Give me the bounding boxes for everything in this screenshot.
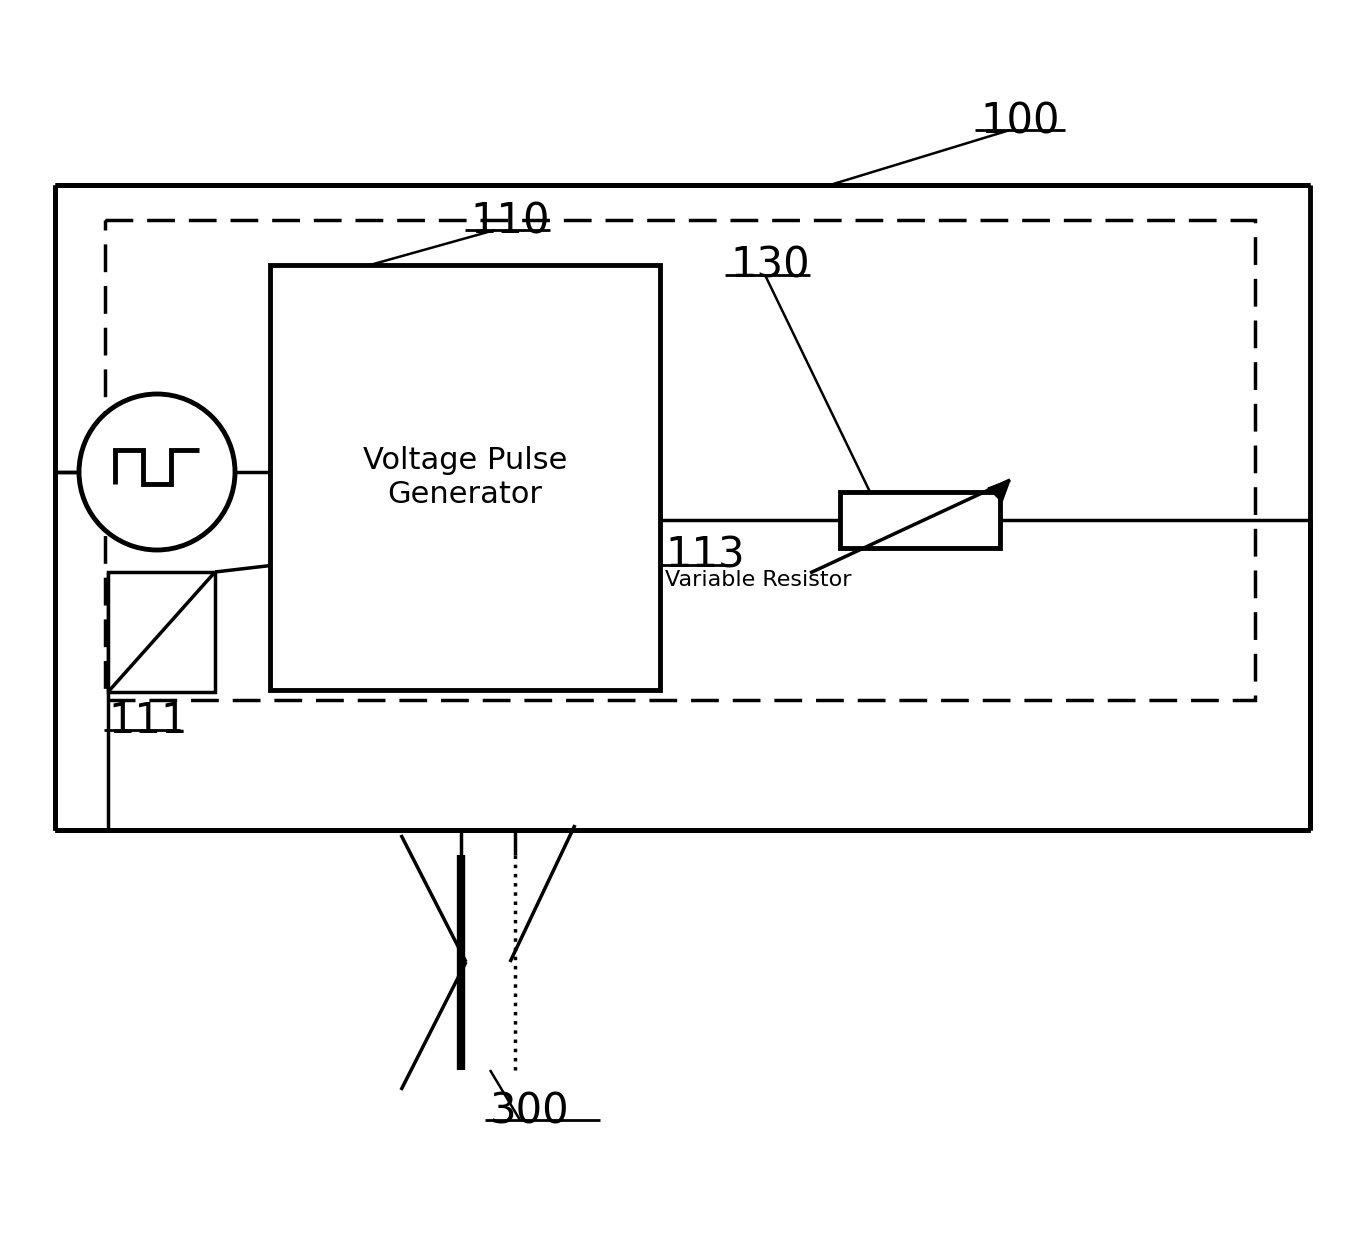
Bar	[840, 492, 1000, 548]
Polygon shape	[988, 480, 1010, 502]
Text: 300: 300	[491, 1090, 570, 1132]
Bar	[108, 572, 215, 691]
Text: 111: 111	[108, 700, 188, 743]
Text: 110: 110	[470, 200, 549, 242]
Text: 100: 100	[980, 100, 1059, 142]
Text: Variable Resistor: Variable Resistor	[665, 570, 852, 590]
Circle shape	[79, 394, 234, 550]
Bar	[105, 220, 1255, 700]
Text: Voltage Pulse
Generator: Voltage Pulse Generator	[363, 447, 567, 509]
Text: 130: 130	[731, 245, 810, 287]
Text: 113: 113	[665, 535, 744, 577]
Bar	[270, 265, 660, 690]
